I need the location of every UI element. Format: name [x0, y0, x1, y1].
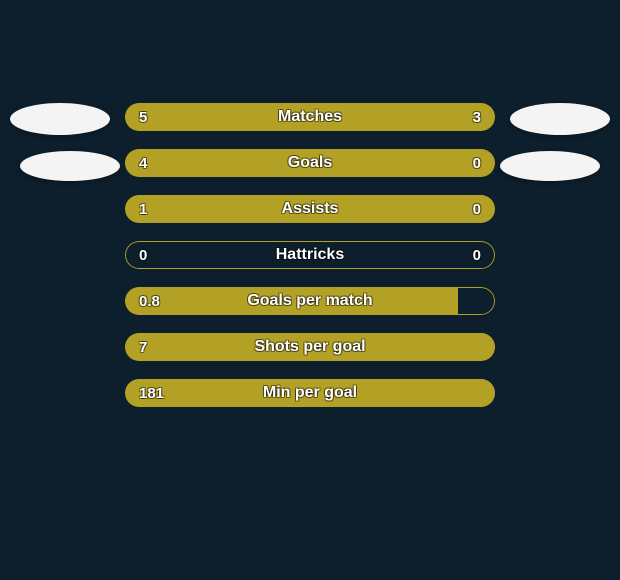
stat-row: Shots per goal7: [125, 333, 495, 361]
player1-photo-placeholder: [20, 151, 120, 181]
stat-label: Min per goal: [125, 379, 495, 407]
stat-label: Goals: [125, 149, 495, 177]
stat-row: Goals4 0: [125, 149, 495, 177]
stat-label: Assists: [125, 195, 495, 223]
stat-rows: Matches53Goals40Assists10Hattricks00Goal…: [125, 103, 495, 407]
stat-row: Min per goal181: [125, 379, 495, 407]
stat-value-left: 181: [139, 379, 164, 407]
player2-photo-placeholder: [500, 151, 600, 181]
comparison-content: Matches53Goals40Assists10Hattricks00Goal…: [0, 103, 620, 407]
stat-value-left: 0: [139, 241, 147, 269]
stat-value-left: 4: [139, 149, 147, 177]
stat-label: Goals per match: [125, 287, 495, 315]
stat-value-left: 5: [139, 103, 147, 131]
player1-team-badge-placeholder: [10, 103, 110, 135]
stat-label: Shots per goal: [125, 333, 495, 361]
stat-value-right: 0: [473, 241, 481, 269]
stat-row: Matches5 3: [125, 103, 495, 131]
stat-label: Hattricks: [125, 241, 495, 269]
stat-value-left: 0.8: [139, 287, 160, 315]
stat-value-right: 0: [473, 195, 481, 223]
stat-value-left: 7: [139, 333, 147, 361]
stat-row: Goals per match0.8: [125, 287, 495, 315]
stat-row: Assists1 0: [125, 195, 495, 223]
stat-value-right: 0: [473, 149, 481, 177]
stat-row: Hattricks0 0: [125, 241, 495, 269]
player2-team-badge-placeholder: [510, 103, 610, 135]
stat-value-right: 3: [473, 103, 481, 131]
stat-value-left: 1: [139, 195, 147, 223]
stat-label: Matches: [125, 103, 495, 131]
